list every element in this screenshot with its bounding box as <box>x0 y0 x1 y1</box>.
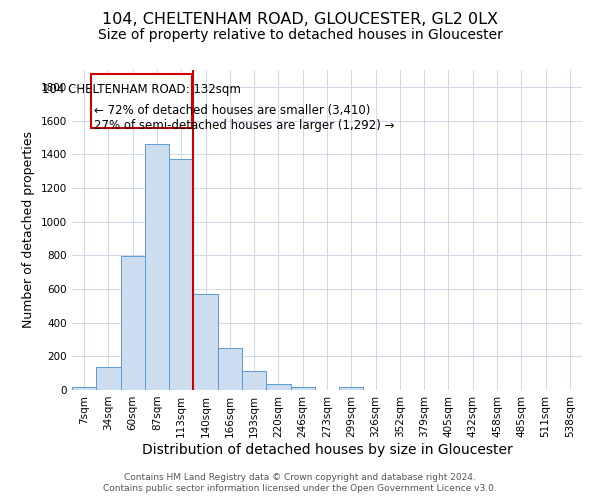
Text: 104, CHELTENHAM ROAD, GLOUCESTER, GL2 0LX: 104, CHELTENHAM ROAD, GLOUCESTER, GL2 0L… <box>102 12 498 28</box>
Text: Contains public sector information licensed under the Open Government Licence v3: Contains public sector information licen… <box>103 484 497 493</box>
Bar <box>169 160 193 390</box>
Text: Contains HM Land Registry data © Crown copyright and database right 2024.: Contains HM Land Registry data © Crown c… <box>124 472 476 482</box>
Text: ← 72% of detached houses are smaller (3,410): ← 72% of detached houses are smaller (3,… <box>94 104 370 117</box>
Bar <box>218 348 242 390</box>
Text: Size of property relative to detached houses in Gloucester: Size of property relative to detached ho… <box>98 28 502 42</box>
Text: 27% of semi-detached houses are larger (1,292) →: 27% of semi-detached houses are larger (… <box>94 119 394 132</box>
Bar <box>91 74 192 128</box>
Bar <box>266 384 290 390</box>
Text: 104 CHELTENHAM ROAD: 132sqm: 104 CHELTENHAM ROAD: 132sqm <box>43 82 241 96</box>
X-axis label: Distribution of detached houses by size in Gloucester: Distribution of detached houses by size … <box>142 442 512 456</box>
Bar <box>96 368 121 390</box>
Y-axis label: Number of detached properties: Number of detached properties <box>22 132 35 328</box>
Bar <box>242 372 266 390</box>
Bar <box>145 144 169 390</box>
Bar <box>121 256 145 390</box>
Bar <box>339 388 364 390</box>
Bar <box>193 294 218 390</box>
Bar <box>72 388 96 390</box>
Bar <box>290 386 315 390</box>
